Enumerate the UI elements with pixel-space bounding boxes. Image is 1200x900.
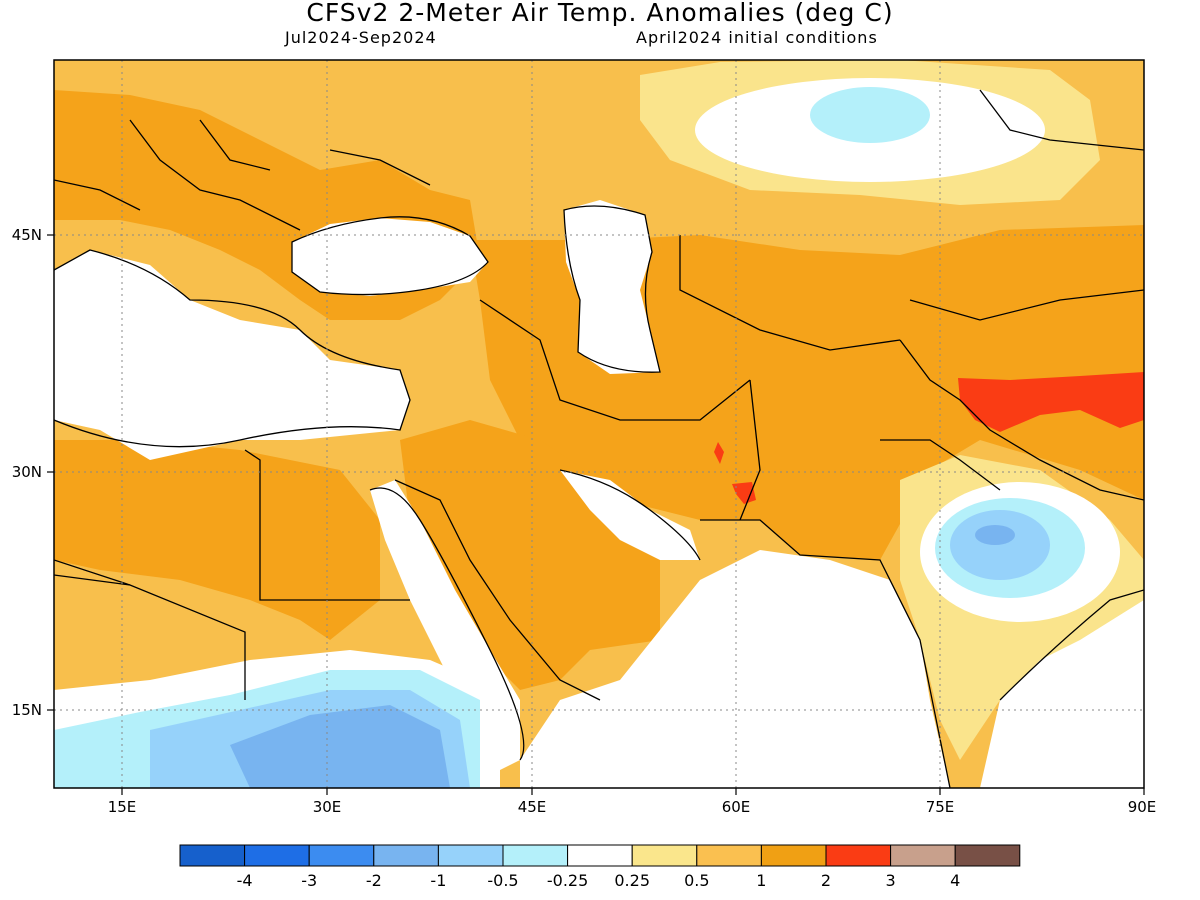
map-frame	[53, 59, 1145, 789]
initial-conditions: April2024 initial conditions	[636, 28, 878, 47]
anomaly-field	[54, 60, 1144, 788]
colorbar-swatch	[244, 844, 310, 867]
colorbar-label: 3	[886, 871, 896, 890]
colorbar-label: -3	[301, 871, 317, 890]
colorbar-label: 2	[821, 871, 831, 890]
colorbar-label: 0.5	[684, 871, 709, 890]
arabian-sea	[520, 550, 950, 788]
lon-tick-label: 45E	[518, 798, 547, 816]
colorbar-swatch	[760, 844, 827, 867]
forecast-period: Jul2024-Sep2024	[285, 28, 437, 47]
colorbar-label: 0.25	[614, 871, 650, 890]
colorbar-swatch	[631, 844, 698, 867]
colorbar-label: -2	[366, 871, 382, 890]
colorbar-label: -0.5	[487, 871, 518, 890]
colorbar-label: 1	[756, 871, 766, 890]
colorbar-swatch	[179, 844, 246, 867]
colorbar-swatch	[696, 844, 762, 867]
map-title: CFSv2 2-Meter Air Temp. Anomalies (deg C…	[306, 0, 894, 27]
colorbar-swatch	[825, 844, 892, 867]
colorbar: -4 -3 -2 -1 -0.5 -0.25 0.25 0.5 1 2 3 4	[179, 844, 1021, 890]
colorbar-swatch	[567, 844, 633, 867]
colorbar-swatch	[890, 844, 956, 867]
anomaly-2to3-tibet	[958, 372, 1144, 432]
anomaly-1to2-sahara	[54, 440, 380, 640]
country-borders	[54, 89, 1144, 788]
lon-tick-label: 60E	[722, 798, 751, 816]
anomaly-sahel-colder	[230, 705, 450, 788]
mediterranean-sea	[54, 250, 410, 460]
colorbar-label: -0.25	[547, 871, 588, 890]
lon-tick-label: 15E	[108, 798, 137, 816]
anomaly-cool-light-kazakhstan	[810, 87, 930, 143]
bay-of-bengal	[980, 590, 1144, 788]
axis-ticks	[47, 234, 1145, 795]
lat-tick-label: 15N	[12, 701, 42, 719]
colorbar-swatch	[308, 844, 375, 867]
colorbar-swatch	[437, 844, 504, 867]
anomaly-india-cold	[950, 510, 1050, 580]
caspian-sea	[564, 200, 660, 374]
colorbar-swatch	[373, 844, 439, 867]
colorbar-label: -1	[430, 871, 446, 890]
black-sea	[292, 218, 488, 296]
persian-gulf	[560, 470, 700, 560]
lon-tick-label: 75E	[926, 798, 955, 816]
lat-tick-label: 45N	[12, 226, 42, 244]
graticule	[54, 60, 1144, 788]
lon-tick-label: 90E	[1128, 798, 1157, 816]
lat-tick-label: 30N	[12, 463, 42, 481]
anomaly-2to3-iran-south	[732, 482, 756, 504]
lon-tick-label: 30E	[313, 798, 342, 816]
colorbar-label: 4	[950, 871, 960, 890]
anomaly-india-colder	[975, 525, 1015, 545]
anomaly-2to3-iran-east	[714, 442, 724, 464]
colorbar-swatch	[502, 844, 569, 867]
colorbar-label: -4	[237, 871, 253, 890]
colorbar-swatch	[954, 844, 1021, 867]
